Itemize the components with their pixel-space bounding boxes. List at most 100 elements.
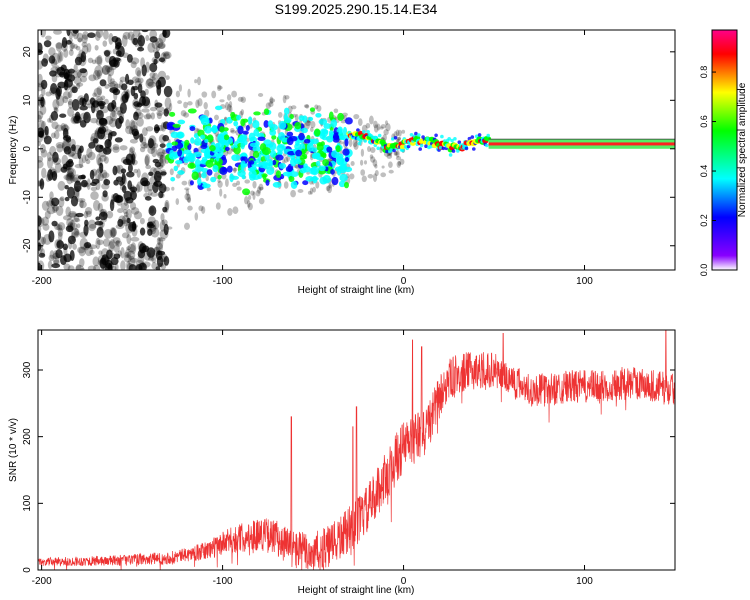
- spectrogram-blob: [191, 171, 199, 180]
- spectrogram-blob: [258, 197, 265, 205]
- spectrogram-blob: [74, 228, 79, 237]
- spectrogram-blob: [102, 238, 111, 247]
- spectrogram-blob: [41, 167, 47, 179]
- spectrogram-blob: [65, 173, 74, 182]
- spectrogram-blob: [99, 79, 107, 87]
- spectrogram-blob: [113, 59, 120, 68]
- snr-line: [38, 330, 675, 570]
- spectrogram-blob: [79, 112, 89, 121]
- spectrogram-blob: [103, 30, 109, 40]
- spectrogram-blob: [66, 186, 75, 199]
- spectrogram-blob: [110, 78, 115, 84]
- spectrogram-blob: [133, 111, 139, 121]
- spectrogram-blob: [335, 145, 341, 153]
- spectrogram-blob: [116, 194, 123, 206]
- spectrogram-blob: [99, 257, 107, 269]
- spectrogram-blob: [117, 208, 124, 214]
- spectrogram-blob: [96, 54, 103, 67]
- spectrogram-blob: [111, 109, 116, 118]
- spectrogram-blob: [252, 191, 256, 200]
- spectrogram-blob: [150, 192, 159, 197]
- spectrogram-blob: [230, 127, 235, 133]
- spectrogram-blob: [46, 206, 56, 215]
- spectrogram-blob: [379, 146, 383, 154]
- spectrogram-blob: [133, 211, 143, 220]
- spectrogram-xtick-label: 100: [576, 276, 593, 287]
- spectrogram-blob: [276, 144, 285, 152]
- spectrogram-blob: [55, 65, 60, 72]
- spectrogram-xtick-label: 0: [401, 276, 407, 287]
- spectrogram-blob: [86, 178, 91, 190]
- spectrogram-blob: [70, 42, 75, 50]
- spectrogram-blob: [417, 133, 421, 137]
- spectrogram-blob: [156, 84, 162, 96]
- spectrogram-blob: [163, 223, 169, 236]
- spectrogram-blob: [118, 115, 124, 124]
- spectrogram-blob: [159, 154, 164, 164]
- spectrogram-blob: [43, 40, 52, 48]
- spectrogram-blob: [230, 130, 237, 134]
- spectrogram-blob: [38, 110, 44, 120]
- spectrogram-blob: [87, 57, 94, 64]
- spectrogram-blob: [90, 181, 97, 187]
- spectrogram-blob: [92, 138, 99, 144]
- spectrogram-blob: [361, 130, 366, 134]
- spectrogram-blob: [284, 156, 289, 163]
- spectrogram-blob: [477, 133, 482, 137]
- spectrogram-blob: [153, 142, 159, 149]
- spectrogram-blob: [53, 30, 62, 35]
- spectrogram-blob: [249, 173, 256, 181]
- spectrogram-blob: [39, 30, 47, 38]
- spectrogram-blob: [278, 162, 287, 169]
- spectrogram-blob: [104, 139, 112, 149]
- spectrogram-blob: [187, 108, 197, 114]
- spectrogram-blob: [67, 265, 75, 270]
- spectrogram-blob: [145, 61, 151, 73]
- spectrogram-blob: [79, 145, 84, 153]
- spectrogram-blob: [157, 70, 167, 80]
- spectrogram-blob: [74, 111, 81, 122]
- spectrogram-blob: [67, 235, 76, 245]
- spectrogram-blob: [316, 105, 322, 112]
- spectrogram-blob: [374, 164, 378, 169]
- spectrogram-blob: [151, 56, 160, 64]
- spectrogram-blob: [342, 148, 350, 156]
- spectrogram-blob: [40, 120, 47, 133]
- spectrogram-blob: [157, 237, 166, 242]
- spectrogram-blob: [397, 161, 402, 166]
- spectrogram-blob: [217, 180, 223, 188]
- spectrogram-blob: [218, 150, 224, 157]
- spectrogram-blob: [160, 193, 165, 198]
- spectrogram-blob: [290, 171, 299, 178]
- spectrogram-blob: [271, 135, 277, 140]
- spectrogram-blob: [71, 231, 76, 243]
- spectrogram-xlabel: Height of straight line (km): [298, 285, 415, 296]
- spectrogram-blob: [109, 226, 117, 238]
- spectrogram-blob: [55, 42, 63, 52]
- spectrogram-blob: [57, 222, 66, 231]
- spectrogram-blob: [258, 161, 267, 169]
- snr-series: [38, 330, 675, 570]
- spectrogram-blob: [90, 136, 96, 143]
- spectrogram-blob: [147, 42, 156, 53]
- spectrogram-blob: [113, 244, 120, 253]
- spectrogram-blob: [120, 247, 125, 259]
- snr-panel: -200 -100 0 100 0 100 200 300 Height of straigh…: [8, 329, 676, 596]
- snr-frame: [37, 329, 676, 571]
- spectrogram-blob: [323, 123, 332, 129]
- spectrogram-blob: [98, 117, 108, 127]
- spectrogram-blob: [69, 172, 75, 184]
- spectrogram-blob: [96, 86, 103, 96]
- spectrogram-blob: [51, 121, 59, 130]
- spectrogram-blob: [129, 184, 136, 195]
- spectrogram-blob: [200, 117, 210, 126]
- spectrogram-blob: [119, 102, 127, 114]
- spectrogram-blob: [75, 180, 81, 186]
- snr-axes: -200 -100 0 100 0 100 200 300: [22, 330, 675, 587]
- spectrogram-blob: [108, 118, 118, 128]
- snr-ytick-label: 300: [22, 361, 33, 378]
- spectrogram-blob: [58, 197, 65, 208]
- spectrogram-blob: [159, 220, 166, 232]
- spectrogram-blob: [152, 219, 160, 230]
